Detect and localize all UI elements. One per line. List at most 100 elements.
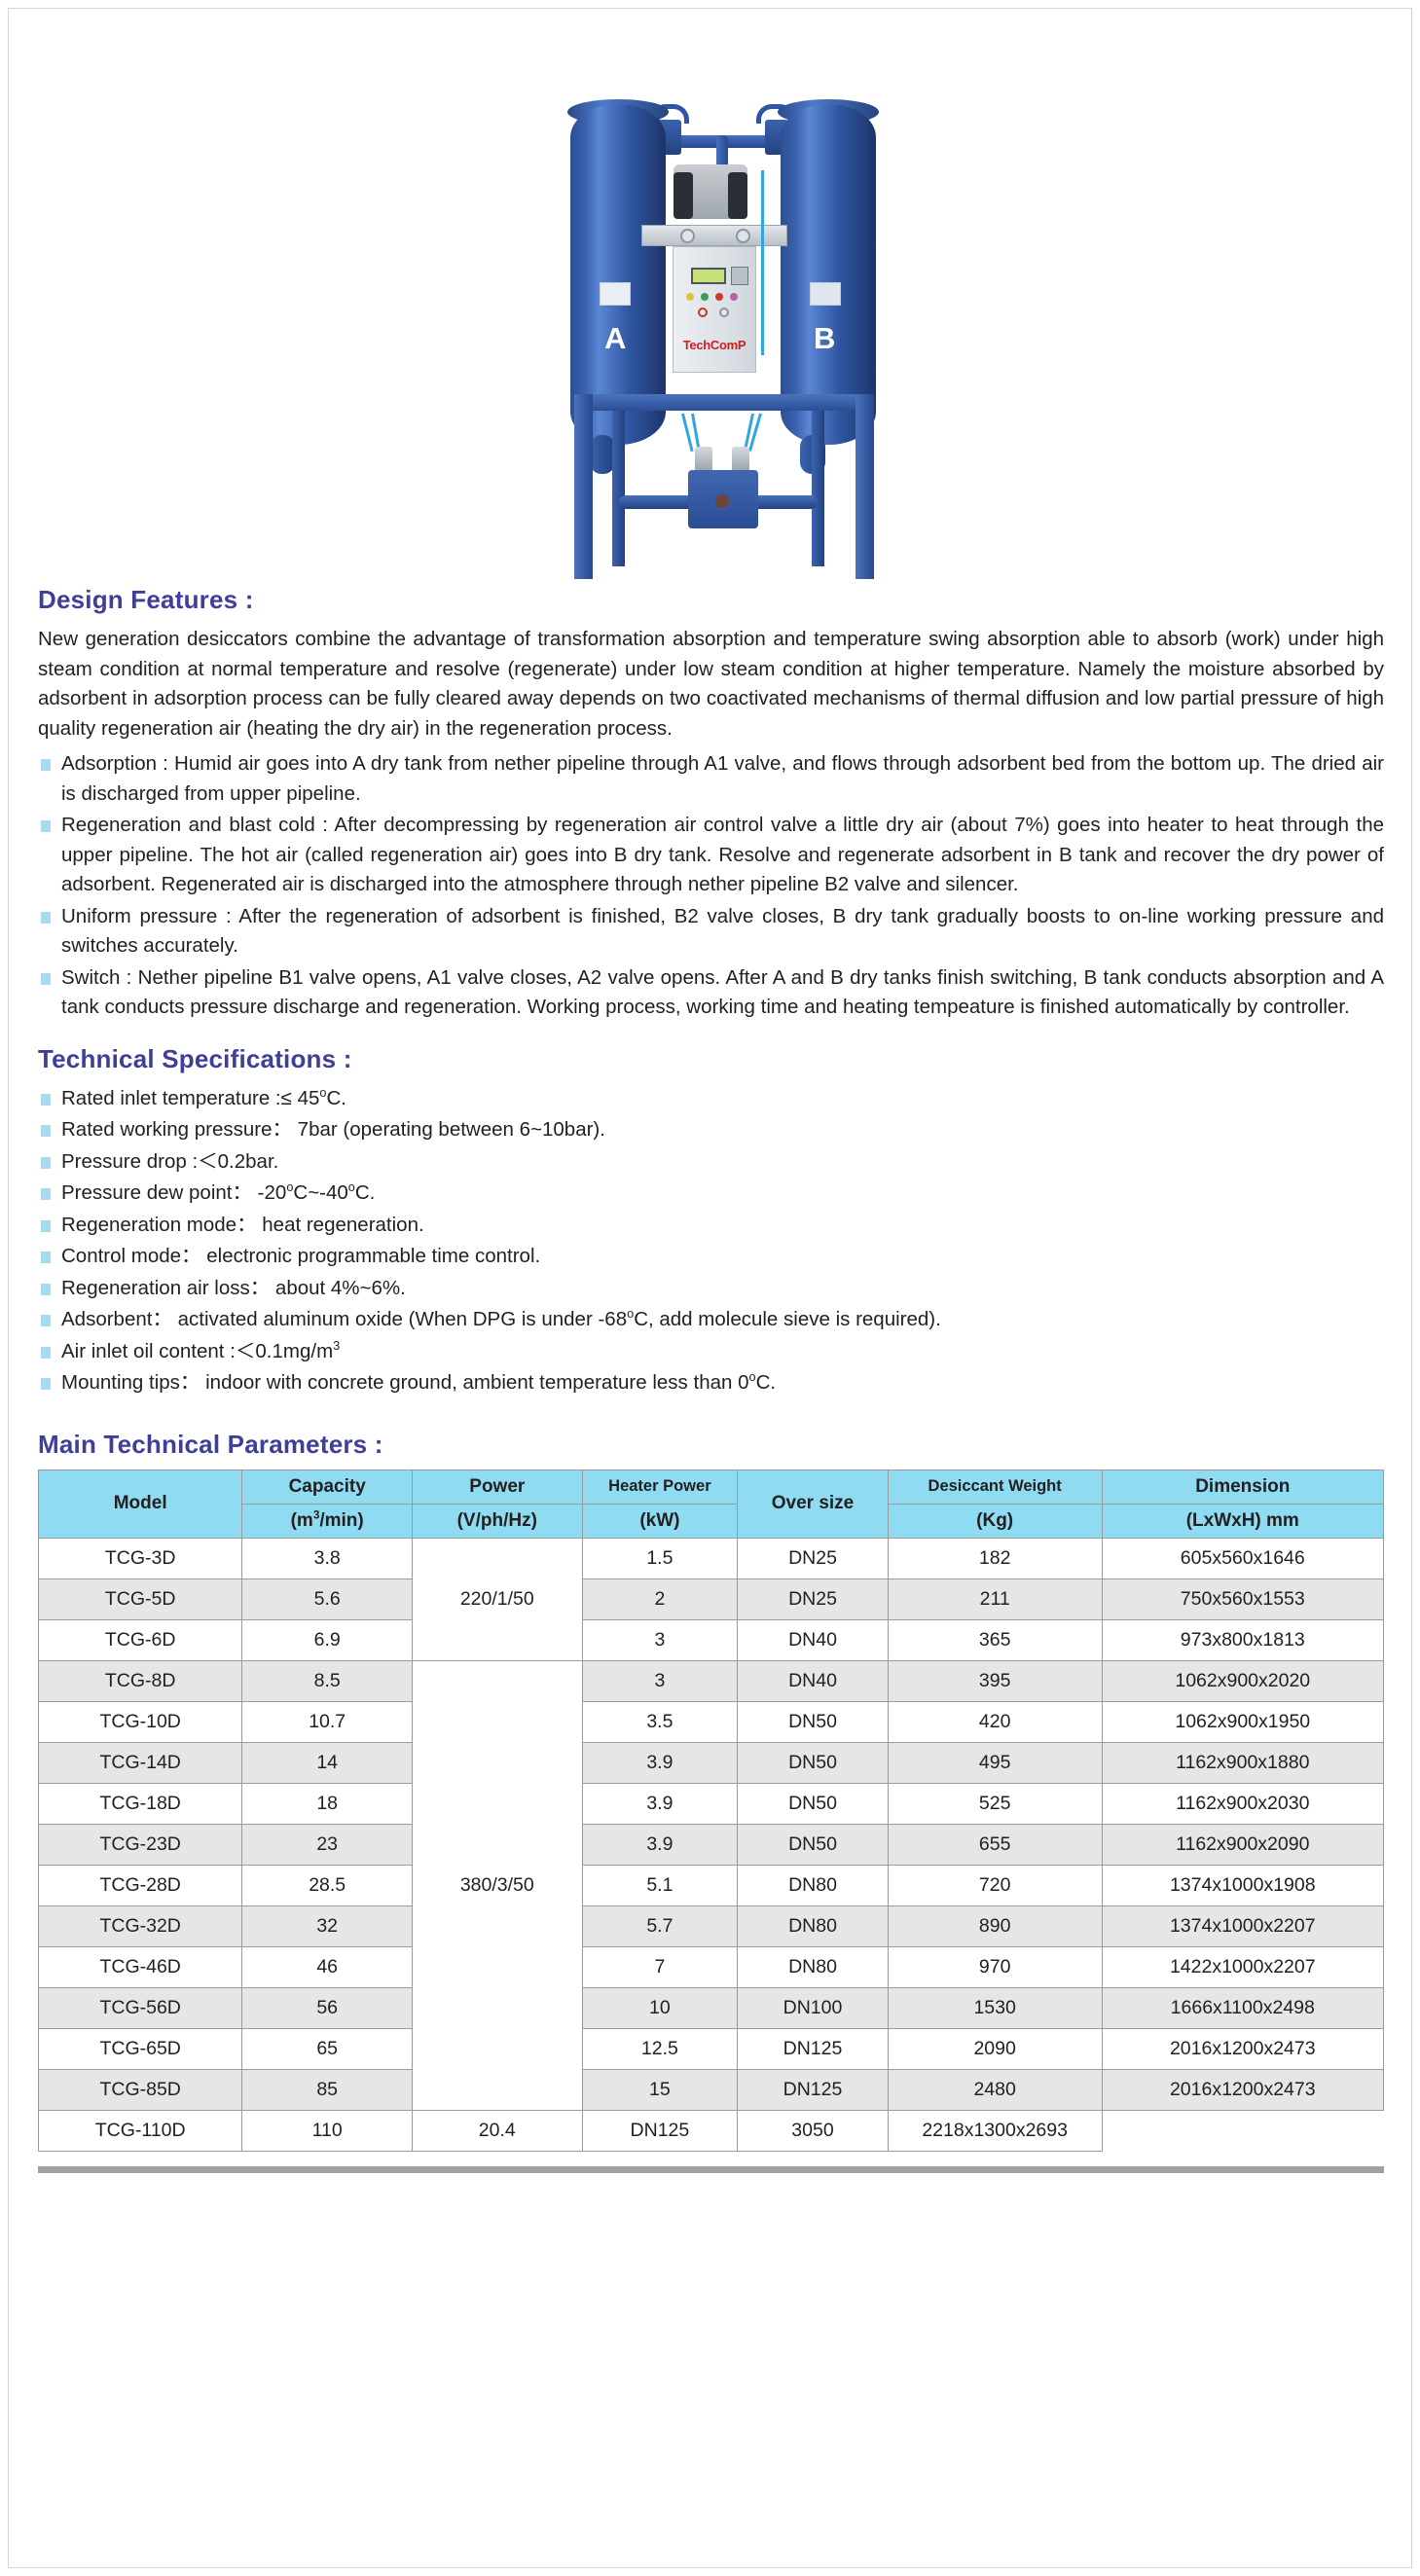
cell-model: TCG-65D [37, 2027, 243, 2070]
cell-desiccant-weight: 495 [887, 1741, 1103, 1784]
footer-rule [38, 2165, 1384, 2173]
cell-capacity: 10.7 [241, 1700, 413, 1743]
cell-heater-power: 10 [581, 1986, 739, 2029]
cell-dimension: 1162x900x2030 [1101, 1782, 1385, 1825]
table-row: TCG-85D 85 15 DN125 2480 2016x1200x2473 [37, 2068, 1385, 2111]
list-item: Control mode： electronic programmable ti… [38, 1242, 1384, 1272]
cell-desiccant-weight: 970 [887, 1945, 1103, 1988]
table-row: TCG-14D 14 3.9 DN50 495 1162x900x1880 [37, 1741, 1385, 1784]
cell-over-size: DN125 [737, 2027, 889, 2070]
tank-b [781, 104, 876, 445]
cell-heater-power: 15 [581, 2068, 739, 2111]
selector-knob [719, 308, 729, 317]
desiccant-dryer-illustration: A B TechComP [510, 46, 938, 579]
col-header-heater-power: Heater Power [581, 1469, 739, 1505]
cell-over-size: DN50 [737, 1782, 889, 1825]
cell-desiccant-weight: 525 [887, 1782, 1103, 1825]
cell-desiccant-weight: 655 [887, 1823, 1103, 1866]
cell-heater-power: 3.9 [581, 1823, 739, 1866]
spacer [38, 1025, 1384, 1044]
cell-over-size: DN25 [737, 1578, 889, 1620]
table-row: TCG-10D 10.7 3.5 DN50 420 1062x900x1950 [37, 1700, 1385, 1743]
cell-capacity: 23 [241, 1823, 413, 1866]
table-header-row-bottom: (m3/min) (V/ph/Hz) (kW) (Kg) (LxWxH) mm [39, 1503, 1385, 1539]
base-frame-leg-right [856, 394, 874, 579]
cell-capacity: 8.5 [241, 1659, 413, 1702]
tank-a-nameplate [600, 282, 631, 306]
list-item: Switch : Nether pipeline B1 valve opens,… [38, 963, 1384, 1023]
table-row: TCG-3D 3.8 220/1/50 1.5 DN25 182 605x560x1646 [37, 1537, 1385, 1661]
design-features-list: Adsorption : Humid air goes into A dry t… [38, 749, 1384, 1023]
cell-desiccant-weight: 365 [887, 1618, 1103, 1661]
cell-heater-power: 3.9 [581, 1741, 739, 1784]
table-row: TCG-56D 56 10 DN100 1530 1666x1100x2498 [37, 1986, 1385, 2029]
tank-a-foot [590, 435, 615, 474]
air-tubing-line [761, 170, 764, 355]
cell-capacity: 14 [241, 1741, 413, 1784]
tank-a [570, 104, 666, 445]
cell-model: TCG-110D [37, 2109, 243, 2152]
cell-heater-power: 12.5 [581, 2027, 739, 2070]
col-unit-power: (V/ph/Hz) [411, 1503, 583, 1539]
cell-capacity: 46 [241, 1945, 413, 1988]
cell-model: TCG-23D [37, 1823, 243, 1866]
cell-capacity: 5.6 [241, 1578, 413, 1620]
table-row: TCG-18D 18 3.9 DN50 525 1162x900x2030 [37, 1782, 1385, 1825]
cell-dimension: 2218x1300x2693 [887, 2109, 1103, 2152]
list-item: Air inlet oil content :＜0.1mg/m3 [38, 1337, 1384, 1367]
col-header-model: Model [37, 1469, 243, 1539]
cell-over-size: DN25 [737, 1537, 889, 1579]
cell-dimension: 2016x1200x2473 [1101, 2027, 1385, 2070]
cell-model: TCG-14D [37, 1741, 243, 1784]
cell-over-size: DN80 [737, 1945, 889, 1988]
design-features-title: Design Features : [38, 585, 254, 614]
cell-heater-power: 2 [581, 1578, 739, 1620]
list-item: Regeneration mode： heat regeneration. [38, 1211, 1384, 1241]
cell-heater-power: 3 [581, 1618, 739, 1661]
cell-dimension: 1062x900x1950 [1101, 1700, 1385, 1743]
table-header: Model Capacity Power Heater Power Over s… [37, 1469, 1385, 1539]
list-item: Regeneration and blast cold : After deco… [38, 811, 1384, 900]
technical-specifications-title: Technical Specifications : [38, 1043, 352, 1073]
emergency-stop-knob [698, 308, 708, 317]
cell-heater-power: 7 [581, 1945, 739, 1988]
indicator-led-green [701, 293, 709, 301]
cell-capacity: 18 [241, 1782, 413, 1825]
cell-dimension: 1422x1000x2207 [1101, 1945, 1385, 1988]
cell-desiccant-weight: 395 [887, 1659, 1103, 1702]
cell-dimension: 1162x900x1880 [1101, 1741, 1385, 1784]
cell-dimension: 750x560x1553 [1101, 1578, 1385, 1620]
cell-capacity: 56 [241, 1986, 413, 2029]
cell-desiccant-weight: 720 [887, 1864, 1103, 1906]
spacer [38, 1400, 1384, 1430]
frame-inner-leg-right [812, 411, 824, 566]
content-area: Design Features : New generation desicca… [37, 585, 1385, 2152]
cell-capacity: 28.5 [241, 1864, 413, 1906]
cell-capacity: 6.9 [241, 1618, 413, 1661]
table-row: TCG-5D 5.6 2 DN25 211 750x560x1553 [37, 1578, 1385, 1620]
datasheet-page: A B TechComP [8, 8, 1412, 2568]
list-item: Uniform pressure : After the regeneratio… [38, 902, 1384, 961]
indicator-led-yellow [686, 293, 694, 301]
cell-model: TCG-8D [37, 1659, 243, 1702]
cell-model: TCG-6D [37, 1618, 243, 1661]
bottom-valve-stem-right [732, 447, 749, 472]
cell-model: TCG-3D [37, 1537, 243, 1579]
cell-model: TCG-5D [37, 1578, 243, 1620]
pressure-gauge-right-icon [736, 229, 750, 243]
product-photo-area: A B TechComP [9, 9, 1411, 585]
cell-heater-power: 3.9 [581, 1782, 739, 1825]
heater-column-left [674, 172, 693, 219]
col-header-desiccant-weight: Desiccant Weight [887, 1469, 1103, 1505]
cell-model: TCG-10D [37, 1700, 243, 1743]
technical-specifications-list: Rated inlet temperature :≤ 45oC. Rated w… [38, 1084, 1384, 1398]
cell-capacity: 65 [241, 2027, 413, 2070]
cell-model: TCG-46D [37, 1945, 243, 1988]
cell-desiccant-weight: 2480 [887, 2068, 1103, 2111]
cell-heater-power: 5.7 [581, 1905, 739, 1947]
cell-model: TCG-56D [37, 1986, 243, 2029]
cell-model: TCG-18D [37, 1782, 243, 1825]
controller-display [691, 268, 726, 284]
col-unit-capacity: (m3/min) [241, 1503, 413, 1539]
list-item: Rated working pressure： 7bar (operating … [38, 1115, 1384, 1145]
